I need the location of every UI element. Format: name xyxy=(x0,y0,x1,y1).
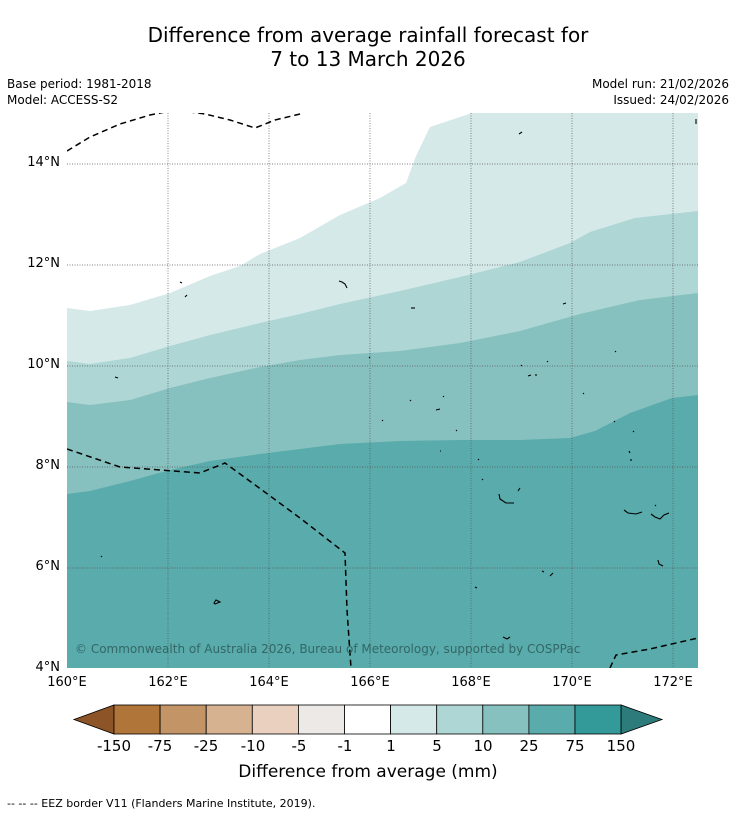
colorbar-title: Difference from average (mm) xyxy=(238,762,498,782)
lon-label-172e: 172°E xyxy=(653,675,693,690)
colorbar-tick-label: -150 xyxy=(96,737,132,755)
colorbar-tick-label: -1 xyxy=(337,737,353,755)
colorbar-tick-label: 25 xyxy=(519,737,539,755)
lat-label-4n: 4°N xyxy=(35,660,61,675)
lon-label-166e: 166°E xyxy=(350,675,390,690)
base-period: Base period: 1981-2018 xyxy=(7,77,152,91)
colorbar-tick-label: 5 xyxy=(432,737,442,755)
colorbar-segment xyxy=(113,704,161,735)
model-name: Model: ACCESS-S2 xyxy=(7,93,119,107)
colorbar-segment xyxy=(297,704,345,735)
colorbar-segment xyxy=(159,704,207,735)
lat-label-8n: 8°N xyxy=(35,458,61,473)
colorbar-extend-low xyxy=(72,704,115,735)
colorbar-segment xyxy=(205,704,253,735)
colorbar-segment xyxy=(528,704,576,735)
lon-label-170e: 170°E xyxy=(552,675,592,690)
colorbar-tick-label: -75 xyxy=(147,737,173,755)
lat-label-10n: 10°N xyxy=(27,357,60,372)
colorbar-segment xyxy=(390,704,438,735)
copyright-notice: © Commonwealth of Australia 2026, Bureau… xyxy=(75,642,580,656)
title-line-1: Difference from average rainfall forecas… xyxy=(147,23,589,47)
lon-label-168e: 168°E xyxy=(451,675,491,690)
map-area: © Commonwealth of Australia 2026, Bureau… xyxy=(67,113,698,668)
lat-label-14n: 14°N xyxy=(27,155,60,170)
lon-label-164e: 164°E xyxy=(249,675,289,690)
colorbar xyxy=(72,704,664,735)
colorbar-tick-label: 150 xyxy=(606,737,636,755)
eez-borders xyxy=(67,113,698,668)
colorbar-segment xyxy=(251,704,299,735)
lat-label-6n: 6°N xyxy=(35,559,61,574)
model-run: Model run: 21/02/2026 xyxy=(591,77,729,91)
colorbar-segment xyxy=(436,704,484,735)
colorbar-tick-label: 75 xyxy=(565,737,585,755)
colorbar-tick-label: -5 xyxy=(291,737,307,755)
colorbar-segment xyxy=(574,704,622,735)
lon-label-162e: 162°E xyxy=(148,675,188,690)
colorbar-segment xyxy=(344,704,391,735)
islands xyxy=(100,119,697,640)
title-line-2: 7 to 13 March 2026 xyxy=(270,47,466,71)
issued-date: Issued: 24/02/2026 xyxy=(613,93,729,107)
colorbar-segment xyxy=(482,704,530,735)
colorbar-tick-label: -25 xyxy=(193,737,219,755)
colorbar-extend-high xyxy=(620,704,664,735)
lon-label-160e: 160°E xyxy=(47,675,87,690)
colorbar-tick-label: -10 xyxy=(240,737,266,755)
colorbar-tick-label: 10 xyxy=(473,737,493,755)
graticule xyxy=(67,113,698,668)
lat-label-12n: 12°N xyxy=(27,256,60,271)
colorbar-tick-label: 1 xyxy=(386,737,396,755)
eez-footnote: -- -- -- EEZ border V11 (Flanders Marine… xyxy=(7,797,316,810)
